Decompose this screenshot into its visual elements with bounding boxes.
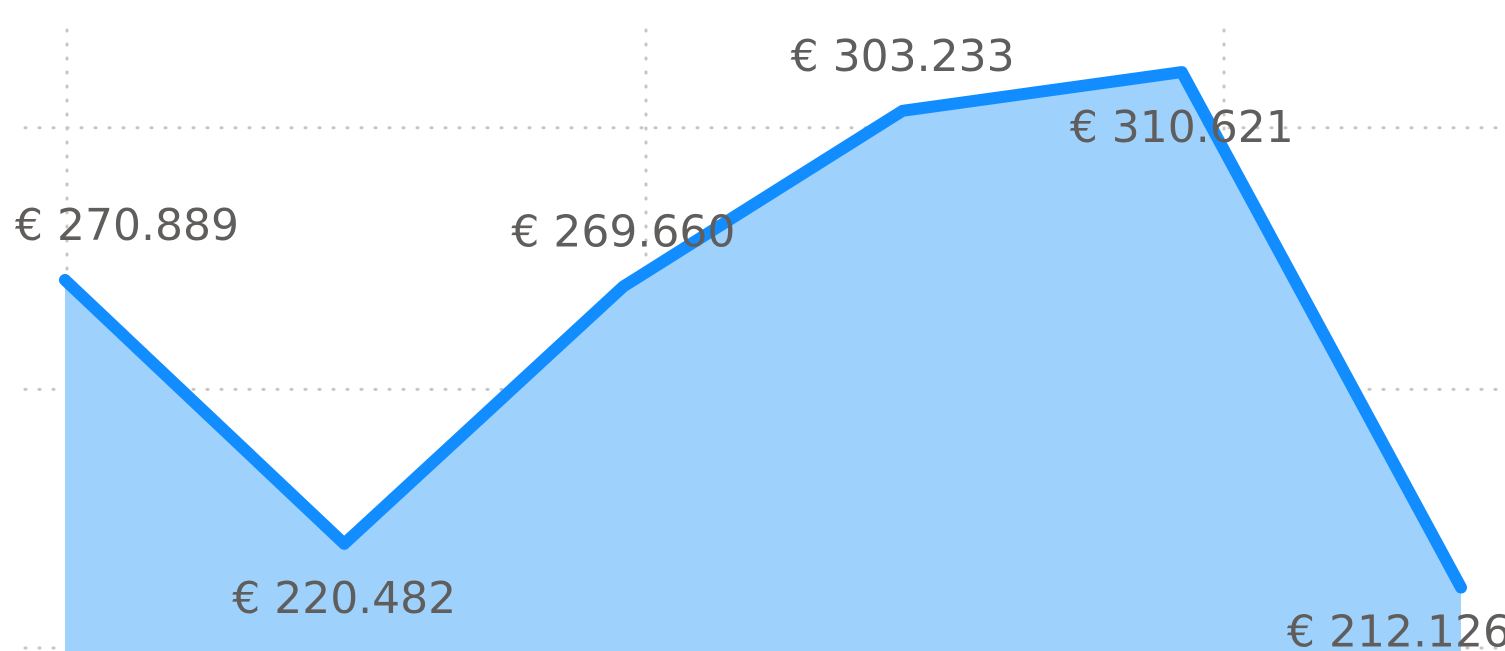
data-label: € 303.233 <box>791 31 1015 82</box>
data-label: € 220.482 <box>232 573 456 624</box>
data-label: € 269.660 <box>511 206 735 257</box>
area <box>65 72 1461 651</box>
data-labels: € 270.889 € 220.482 € 269.660 € 303.233 € 31… <box>15 31 1505 651</box>
data-label: € 310.621 <box>1070 102 1294 153</box>
data-label: € 270.889 <box>15 200 239 251</box>
plot <box>59 66 1467 651</box>
line <box>59 66 1467 594</box>
data-label: € 212.126 <box>1287 607 1505 651</box>
